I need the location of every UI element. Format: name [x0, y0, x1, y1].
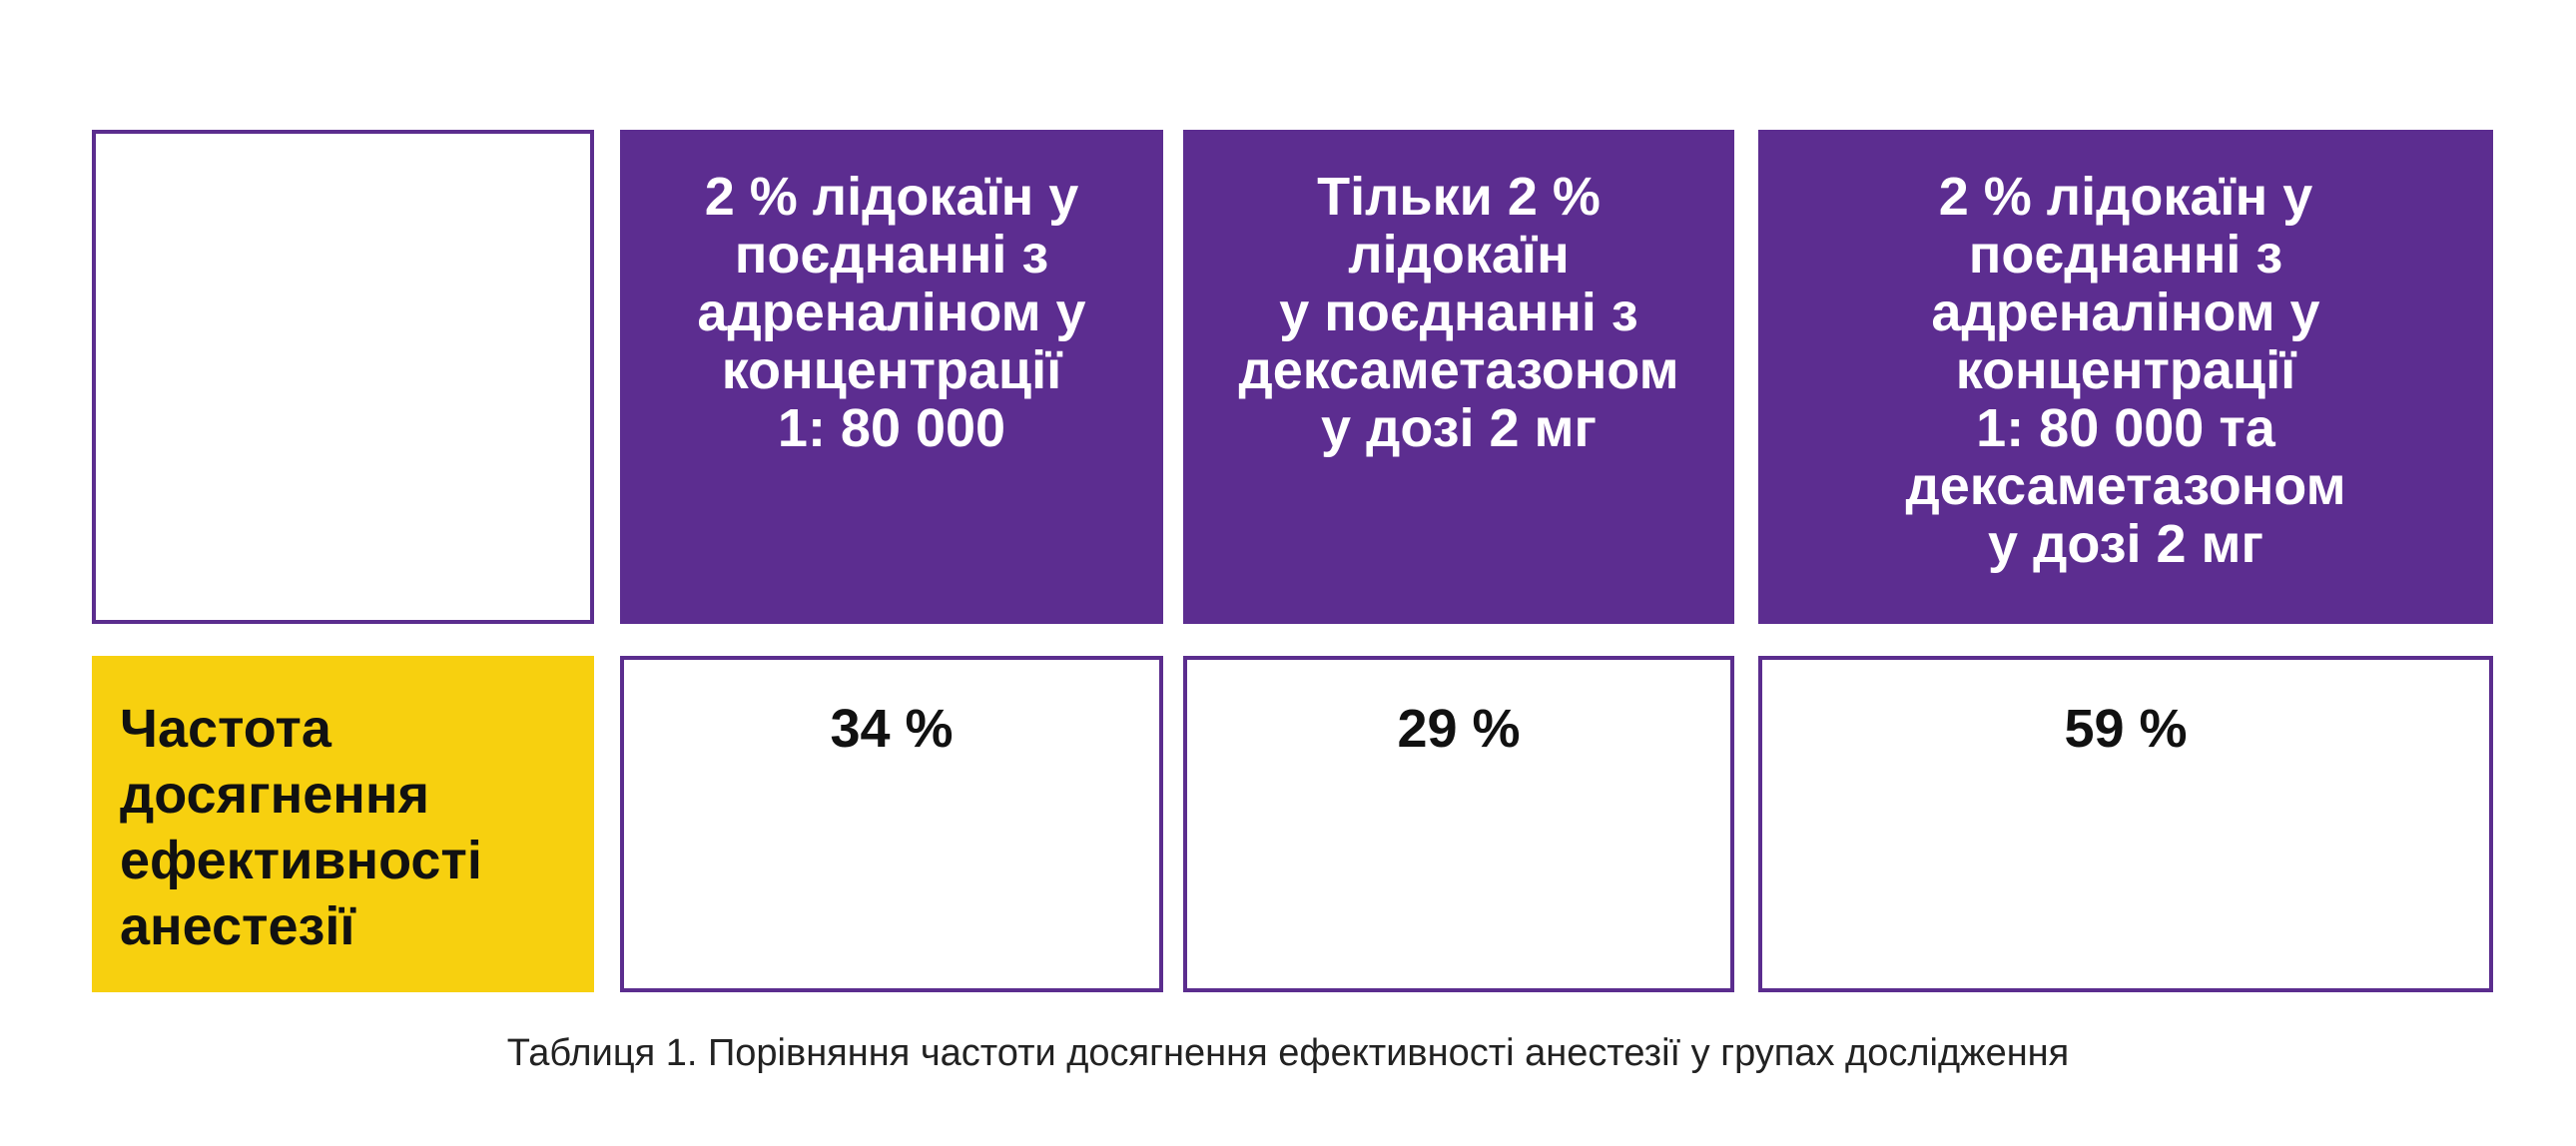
- table-caption: Таблиця 1. Порівняння частоти досягнення…: [506, 1032, 2070, 1074]
- column-header-lidocaine-adrenaline-dexamethasone: 2 % лідокаїн у поєднанні з адреналіном у…: [1758, 130, 2493, 624]
- table-cell-value: 34 %: [620, 656, 1163, 992]
- row-label-anesthesia-efficacy: Частота досягнення ефективності анестезі…: [92, 656, 594, 992]
- column-header-lidocaine-dexamethasone: Тільки 2 % лідокаїн у поєднанні з дексам…: [1183, 130, 1734, 624]
- table-cell-value: 29 %: [1183, 656, 1734, 992]
- table-cell-value: 59 %: [1758, 656, 2493, 992]
- column-header-lidocaine-adrenaline: 2 % лідокаїн у поєднанні з адреналіном у…: [620, 130, 1163, 624]
- table-corner-cell: [92, 130, 594, 624]
